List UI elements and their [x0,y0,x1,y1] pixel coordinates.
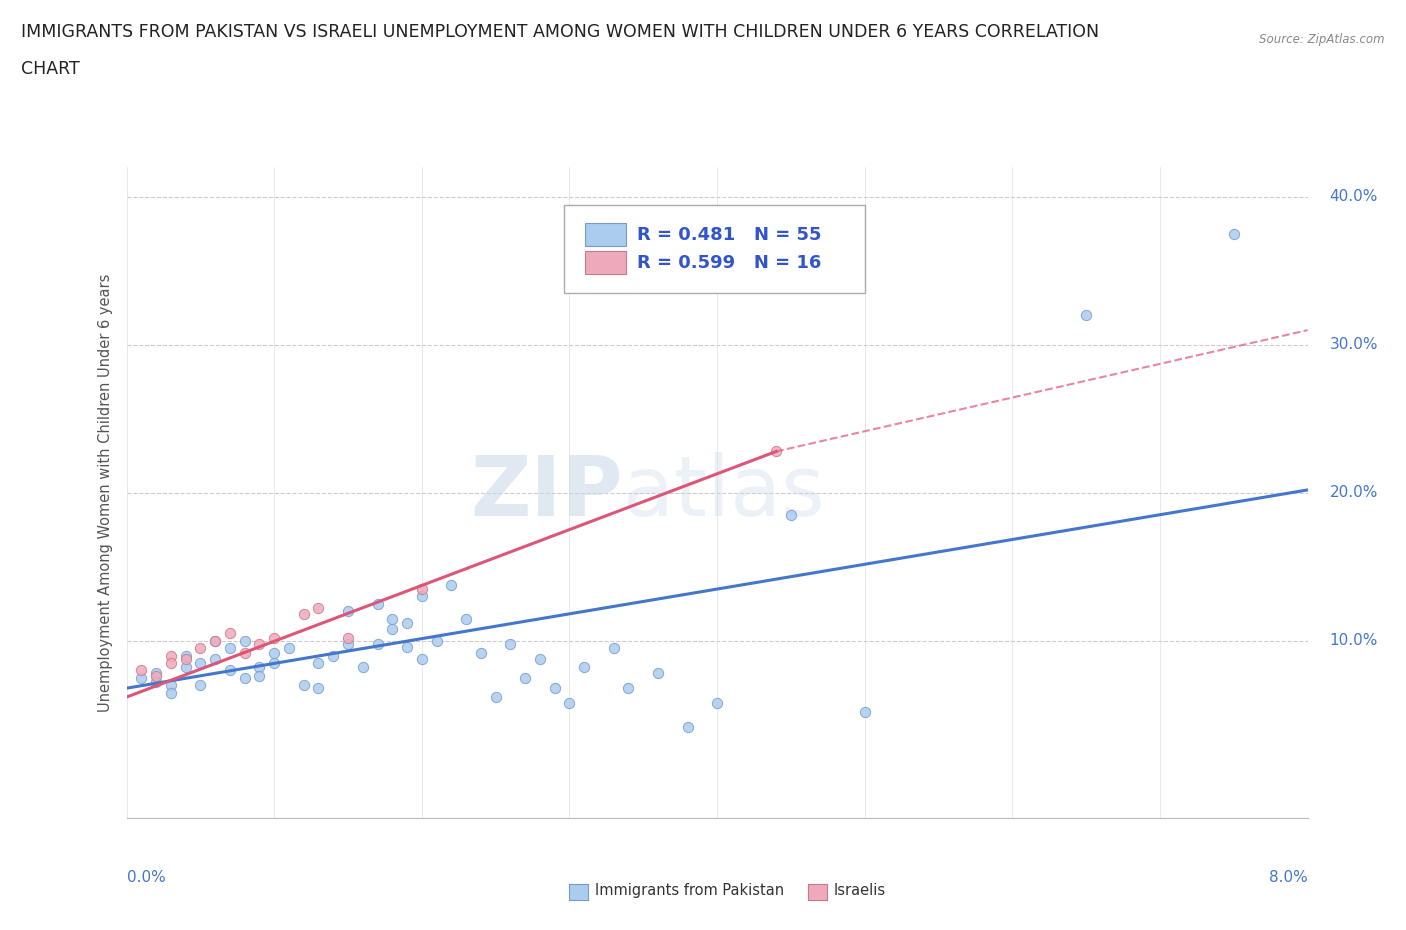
Point [188,656,211,671]
Point [543,681,565,696]
Text: 0.0%: 0.0% [127,870,166,885]
Point [307,656,329,671]
Point [396,639,419,654]
Point [263,656,285,671]
Point [174,651,197,666]
Y-axis label: Unemployment Among Women with Children Under 6 years: Unemployment Among Women with Children U… [98,273,114,712]
Point [160,656,183,671]
Point [411,589,433,604]
Point [160,685,183,700]
Point [204,651,226,666]
Point [145,669,167,684]
Point [233,645,256,660]
Point [233,671,256,685]
Text: Source: ZipAtlas.com: Source: ZipAtlas.com [1260,33,1385,46]
Text: ZIP: ZIP [470,452,623,534]
Point [779,508,801,523]
Point [499,636,522,651]
Text: 10.0%: 10.0% [1330,633,1378,648]
Point [188,641,211,656]
Point [558,696,581,711]
Point [1076,308,1098,323]
Point [647,666,669,681]
Point [515,671,537,685]
Point [454,611,477,626]
Point [411,651,433,666]
Point [484,690,508,705]
Point [160,678,183,693]
Point [470,645,492,660]
Point [366,636,388,651]
Point [145,675,167,690]
Text: R = 0.599   N = 16: R = 0.599 N = 16 [637,254,821,272]
Point [129,663,153,678]
Point [366,596,388,611]
Point [617,681,640,696]
Point [247,669,270,684]
Point [129,671,153,685]
Text: Immigrants from Pakistan: Immigrants from Pakistan [595,884,785,898]
Text: 20.0%: 20.0% [1330,485,1378,500]
Point [381,621,404,636]
Text: Israelis: Israelis [834,884,886,898]
Point [188,678,211,693]
Point [337,636,360,651]
Point [411,581,433,596]
Text: 40.0%: 40.0% [1330,190,1378,205]
Point [603,641,626,656]
Point [706,696,728,711]
Point [292,606,315,621]
Text: CHART: CHART [21,60,80,78]
Point [425,633,447,648]
Bar [585,251,626,274]
Point [247,660,270,675]
Point [337,631,360,645]
Point [263,631,285,645]
Point [529,651,551,666]
FancyBboxPatch shape [564,205,865,293]
Point [219,626,242,641]
Text: IMMIGRANTS FROM PAKISTAN VS ISRAELI UNEMPLOYMENT AMONG WOMEN WITH CHILDREN UNDER: IMMIGRANTS FROM PAKISTAN VS ISRAELI UNEM… [21,23,1099,41]
Point [292,678,315,693]
Point [233,633,256,648]
Point [307,681,329,696]
Point [765,444,787,458]
Point [263,645,285,660]
Point [352,660,374,675]
Point [160,648,183,663]
Point [1222,227,1246,242]
Point [278,641,301,656]
Point [204,633,226,648]
Text: 8.0%: 8.0% [1268,870,1308,885]
Text: 30.0%: 30.0% [1330,338,1378,352]
Point [322,648,344,663]
Point [145,666,167,681]
Point [396,616,419,631]
Point [381,611,404,626]
Point [174,648,197,663]
Point [204,633,226,648]
Point [219,641,242,656]
Point [440,578,463,592]
Text: atlas: atlas [623,452,824,534]
Bar [585,223,626,246]
Point [174,660,197,675]
Point [307,601,329,616]
Point [219,663,242,678]
Text: R = 0.481   N = 55: R = 0.481 N = 55 [637,226,821,244]
Point [574,660,596,675]
Point [337,604,360,618]
Point [676,719,699,734]
Point [853,704,876,719]
Point [247,636,270,651]
